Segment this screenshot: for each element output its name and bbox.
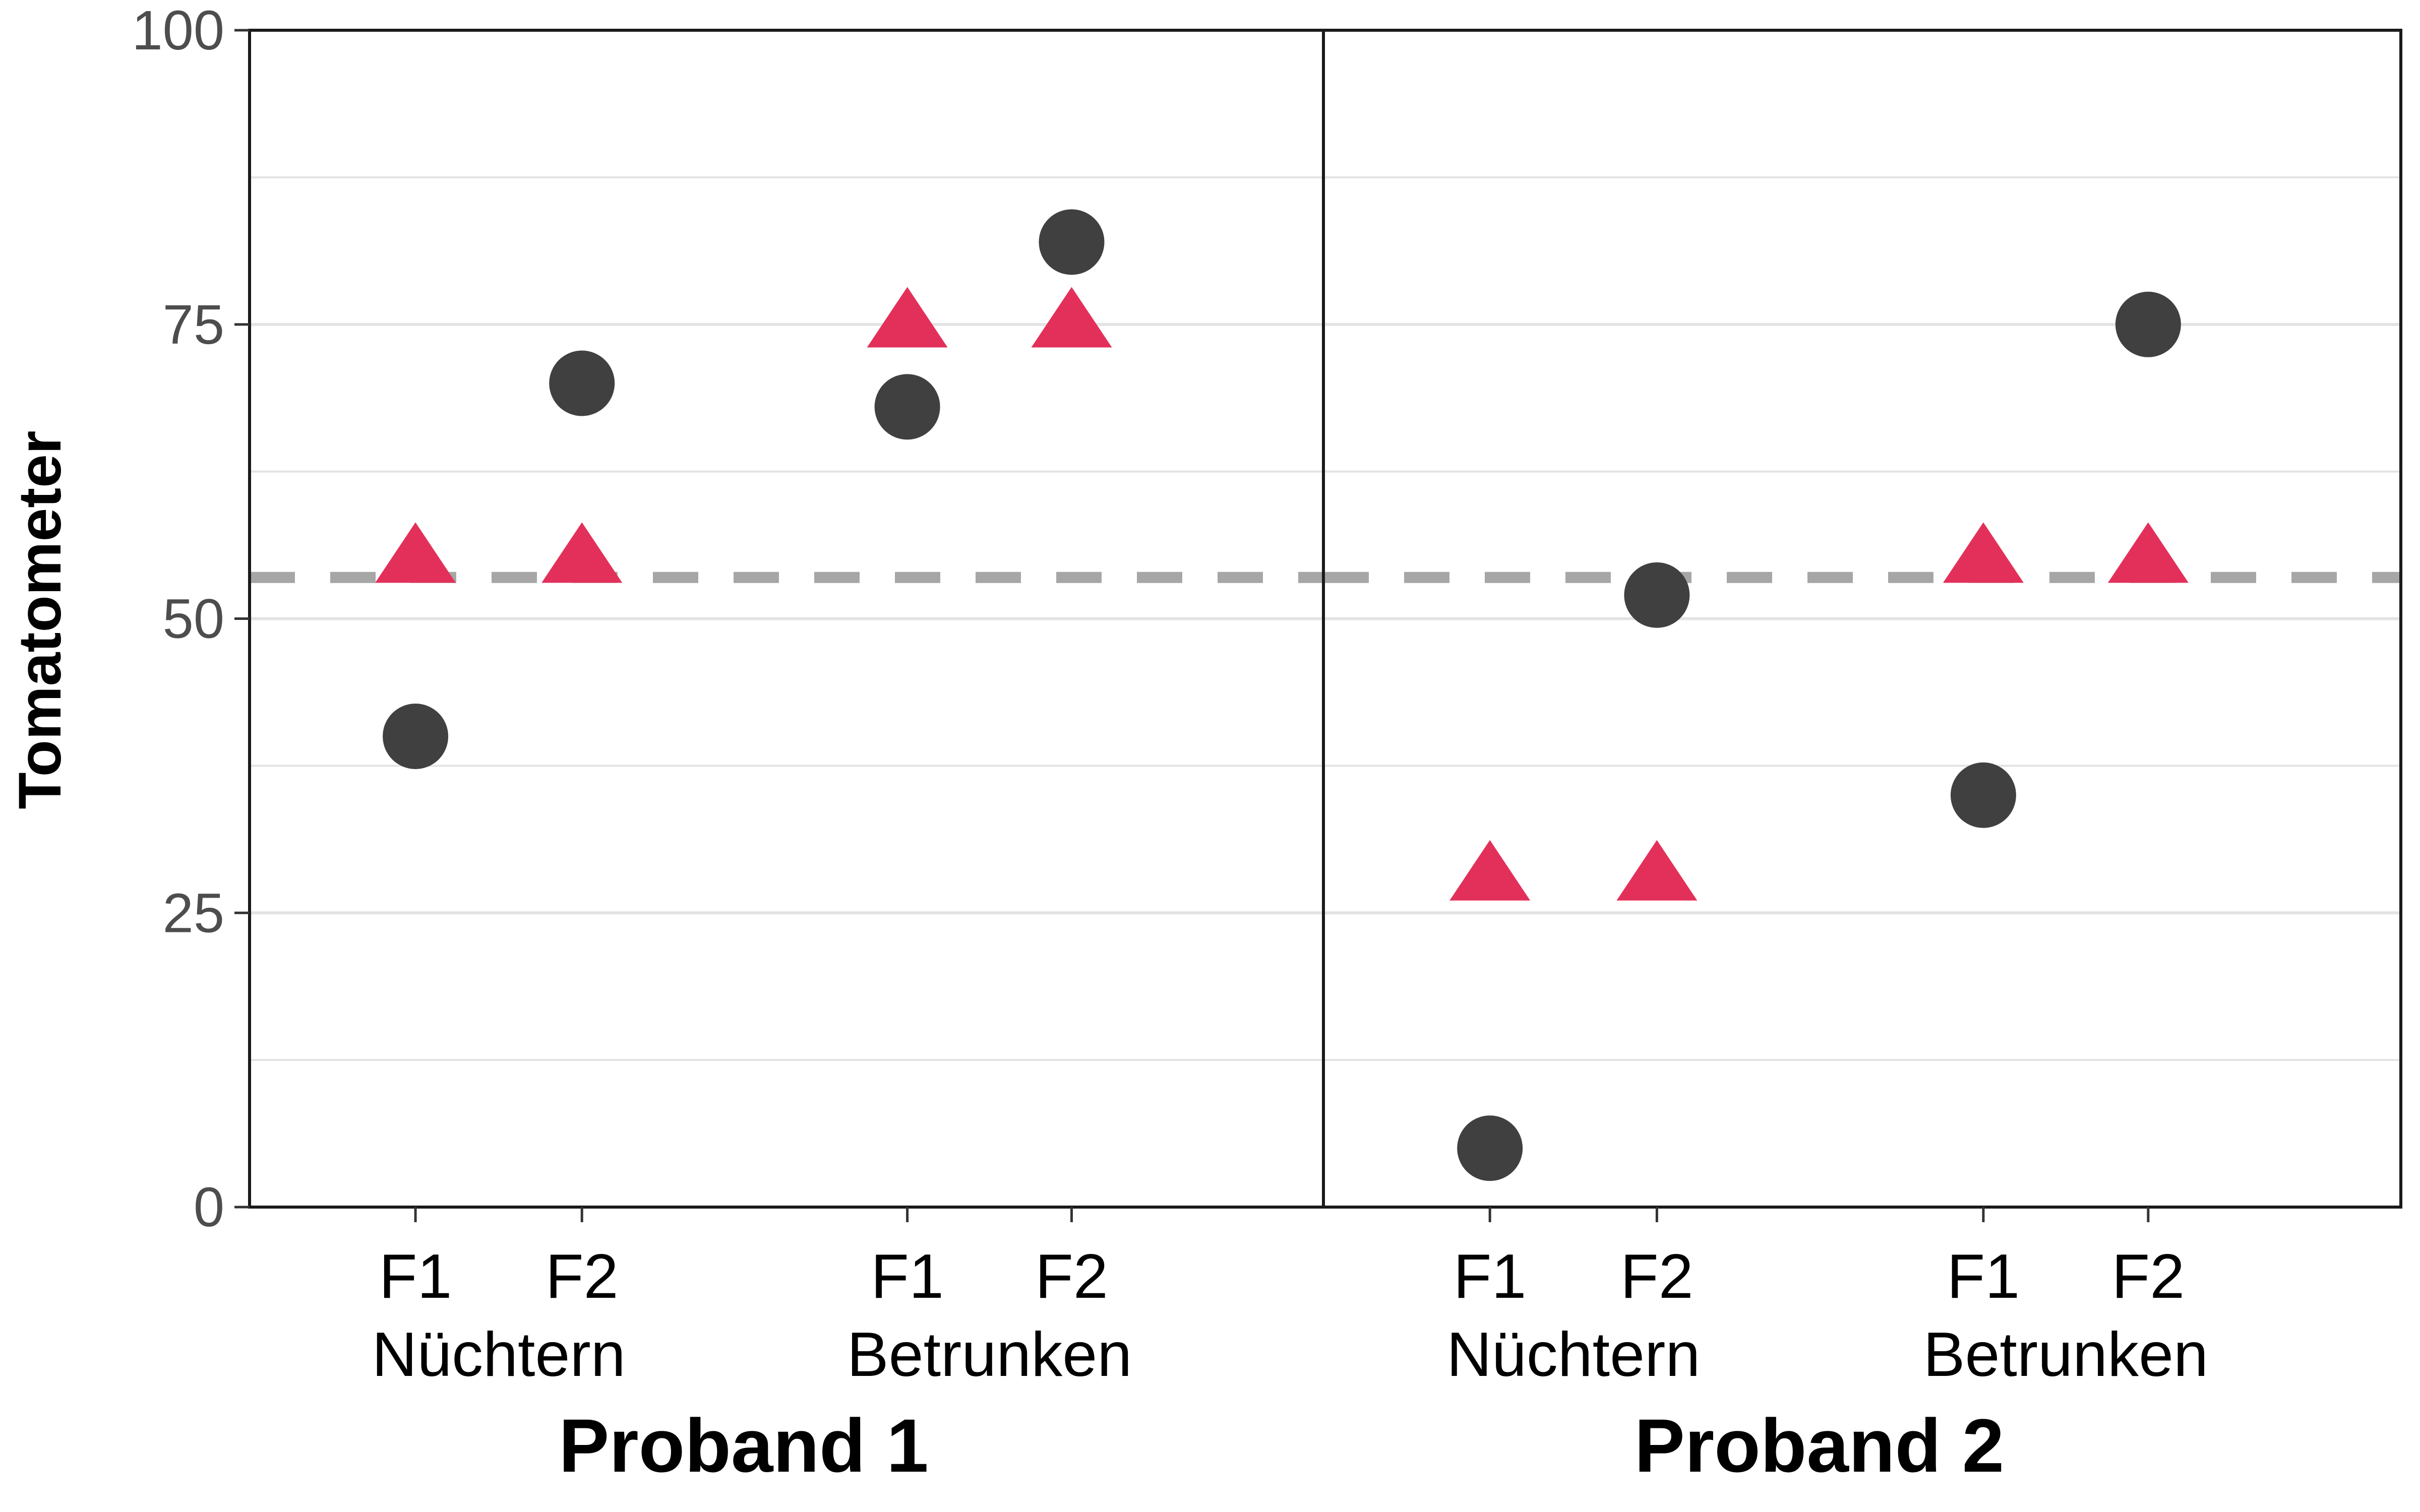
x-tick-label: F2 xyxy=(2112,1242,2185,1311)
data-point-circle xyxy=(1039,209,1105,275)
x-tick-label: F2 xyxy=(546,1242,619,1311)
data-point-circle xyxy=(383,704,449,769)
group-label: Betrunken xyxy=(1923,1320,2208,1390)
x-tick-label: F1 xyxy=(1454,1242,1527,1311)
data-point-circle xyxy=(874,374,940,440)
group-label: Nüchtern xyxy=(1446,1320,1700,1390)
y-tick-label: 100 xyxy=(132,0,224,61)
x-tick-label: F1 xyxy=(1947,1242,2020,1311)
x-tick-label: F1 xyxy=(871,1242,944,1311)
data-point-triangle xyxy=(375,522,456,583)
x-tick-label: F1 xyxy=(379,1242,452,1311)
group-label: Betrunken xyxy=(847,1320,1132,1390)
data-point-triangle xyxy=(541,522,623,583)
x-tick-label: F2 xyxy=(1620,1242,1693,1311)
axis-text: 0 25 50 75 100 F1 F2 Nüchtern F1 F2 Betrunken Proba… xyxy=(132,0,2208,1488)
data-marks xyxy=(375,209,2189,1181)
y-tick-label: 25 xyxy=(163,882,224,944)
data-point-triangle xyxy=(1031,287,1112,348)
data-point-triangle xyxy=(2107,522,2189,583)
y-axis-title: Tomatometer xyxy=(6,430,74,809)
y-tick-label: 75 xyxy=(163,294,224,356)
panel-label: Proband 2 xyxy=(1635,1403,2004,1488)
group-label: Nüchtern xyxy=(372,1320,626,1390)
data-point-circle xyxy=(1950,762,2016,828)
panel-label: Proband 1 xyxy=(559,1403,928,1488)
data-point-circle xyxy=(1457,1115,1523,1181)
data-point-triangle xyxy=(867,287,948,348)
panel-frame xyxy=(1322,29,2402,1209)
data-point-circle xyxy=(549,350,615,416)
y-tick-label: 50 xyxy=(163,588,224,650)
data-point-triangle xyxy=(1616,840,1698,901)
data-point-circle xyxy=(2115,291,2181,357)
data-point-triangle xyxy=(1943,522,2024,583)
data-point-circle xyxy=(1624,562,1690,628)
grid-lines xyxy=(250,29,2401,1209)
data-point-triangle xyxy=(1449,840,1531,901)
x-tick-label: F2 xyxy=(1035,1242,1108,1311)
y-tick-label: 0 xyxy=(194,1176,224,1238)
